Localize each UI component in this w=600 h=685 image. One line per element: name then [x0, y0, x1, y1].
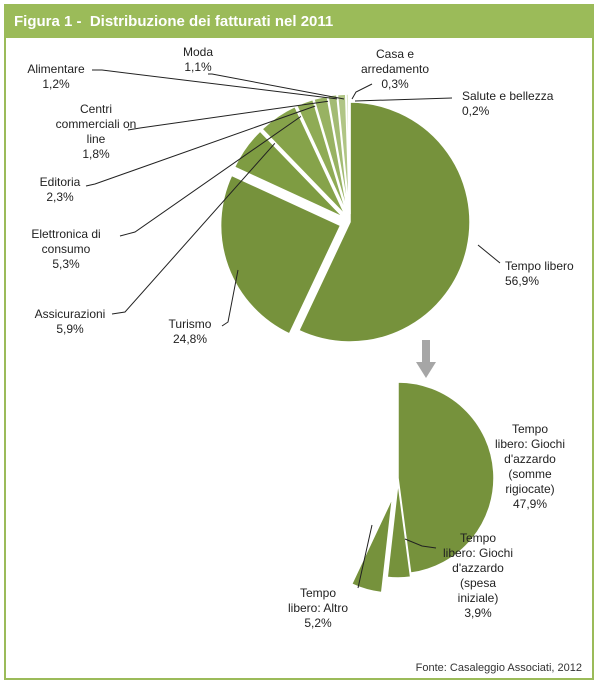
leader-line — [221, 269, 239, 327]
leader-line — [357, 524, 373, 589]
leader-line — [404, 538, 437, 549]
pie-slice — [219, 174, 342, 335]
leader-line — [119, 107, 314, 237]
slice-label: Centri commerciali on line 1,8% — [56, 102, 137, 161]
slice-label: Turismo 24,8% — [169, 317, 212, 346]
leader-line — [351, 83, 373, 100]
leader-line — [127, 100, 331, 131]
slice-label: Moda 1,1% — [183, 45, 213, 74]
slice-label: Editoria 2,3% — [40, 175, 81, 204]
pie-slice — [233, 130, 345, 219]
breakdown-slice — [397, 381, 495, 575]
breakdown-label: Tempo libero: Giochi d'azzardo (somme rigioc… — [495, 422, 565, 511]
breakdown-slice — [386, 481, 412, 579]
down-arrow-head — [416, 362, 436, 378]
breakdown-slice — [350, 496, 394, 594]
source-note: Fonte: Casaleggio Associati, 2012 — [415, 662, 582, 674]
leader-line — [477, 244, 501, 264]
leader-line — [208, 73, 345, 100]
slice-label: Tempo libero 56,9% — [505, 259, 574, 288]
leader-line — [92, 69, 339, 100]
leader-line — [111, 114, 301, 315]
breakdown-label: Tempo libero: Giochi d'azzardo (spesa inizia… — [443, 531, 513, 620]
leader-line — [354, 97, 453, 102]
figure-title: Figura 1 - Distribuzione dei fatturati n… — [6, 6, 592, 38]
leader-line — [85, 103, 322, 187]
pie-slice — [297, 101, 471, 343]
slice-label: Assicurazioni 5,9% — [35, 307, 106, 336]
slice-label: Salute e bellezza 0,2% — [462, 89, 554, 118]
breakdown-label: Tempo libero: Altro 5,2% — [288, 586, 348, 630]
slice-label: Alimentare 1,2% — [27, 62, 85, 91]
pie-slice — [261, 105, 347, 216]
pie-slice — [347, 93, 351, 215]
slice-label: Casa e arredamento 0,3% — [361, 47, 429, 91]
slice-label: Elettronica di consumo 5,3% — [31, 227, 100, 271]
down-arrow-shaft — [422, 340, 430, 362]
